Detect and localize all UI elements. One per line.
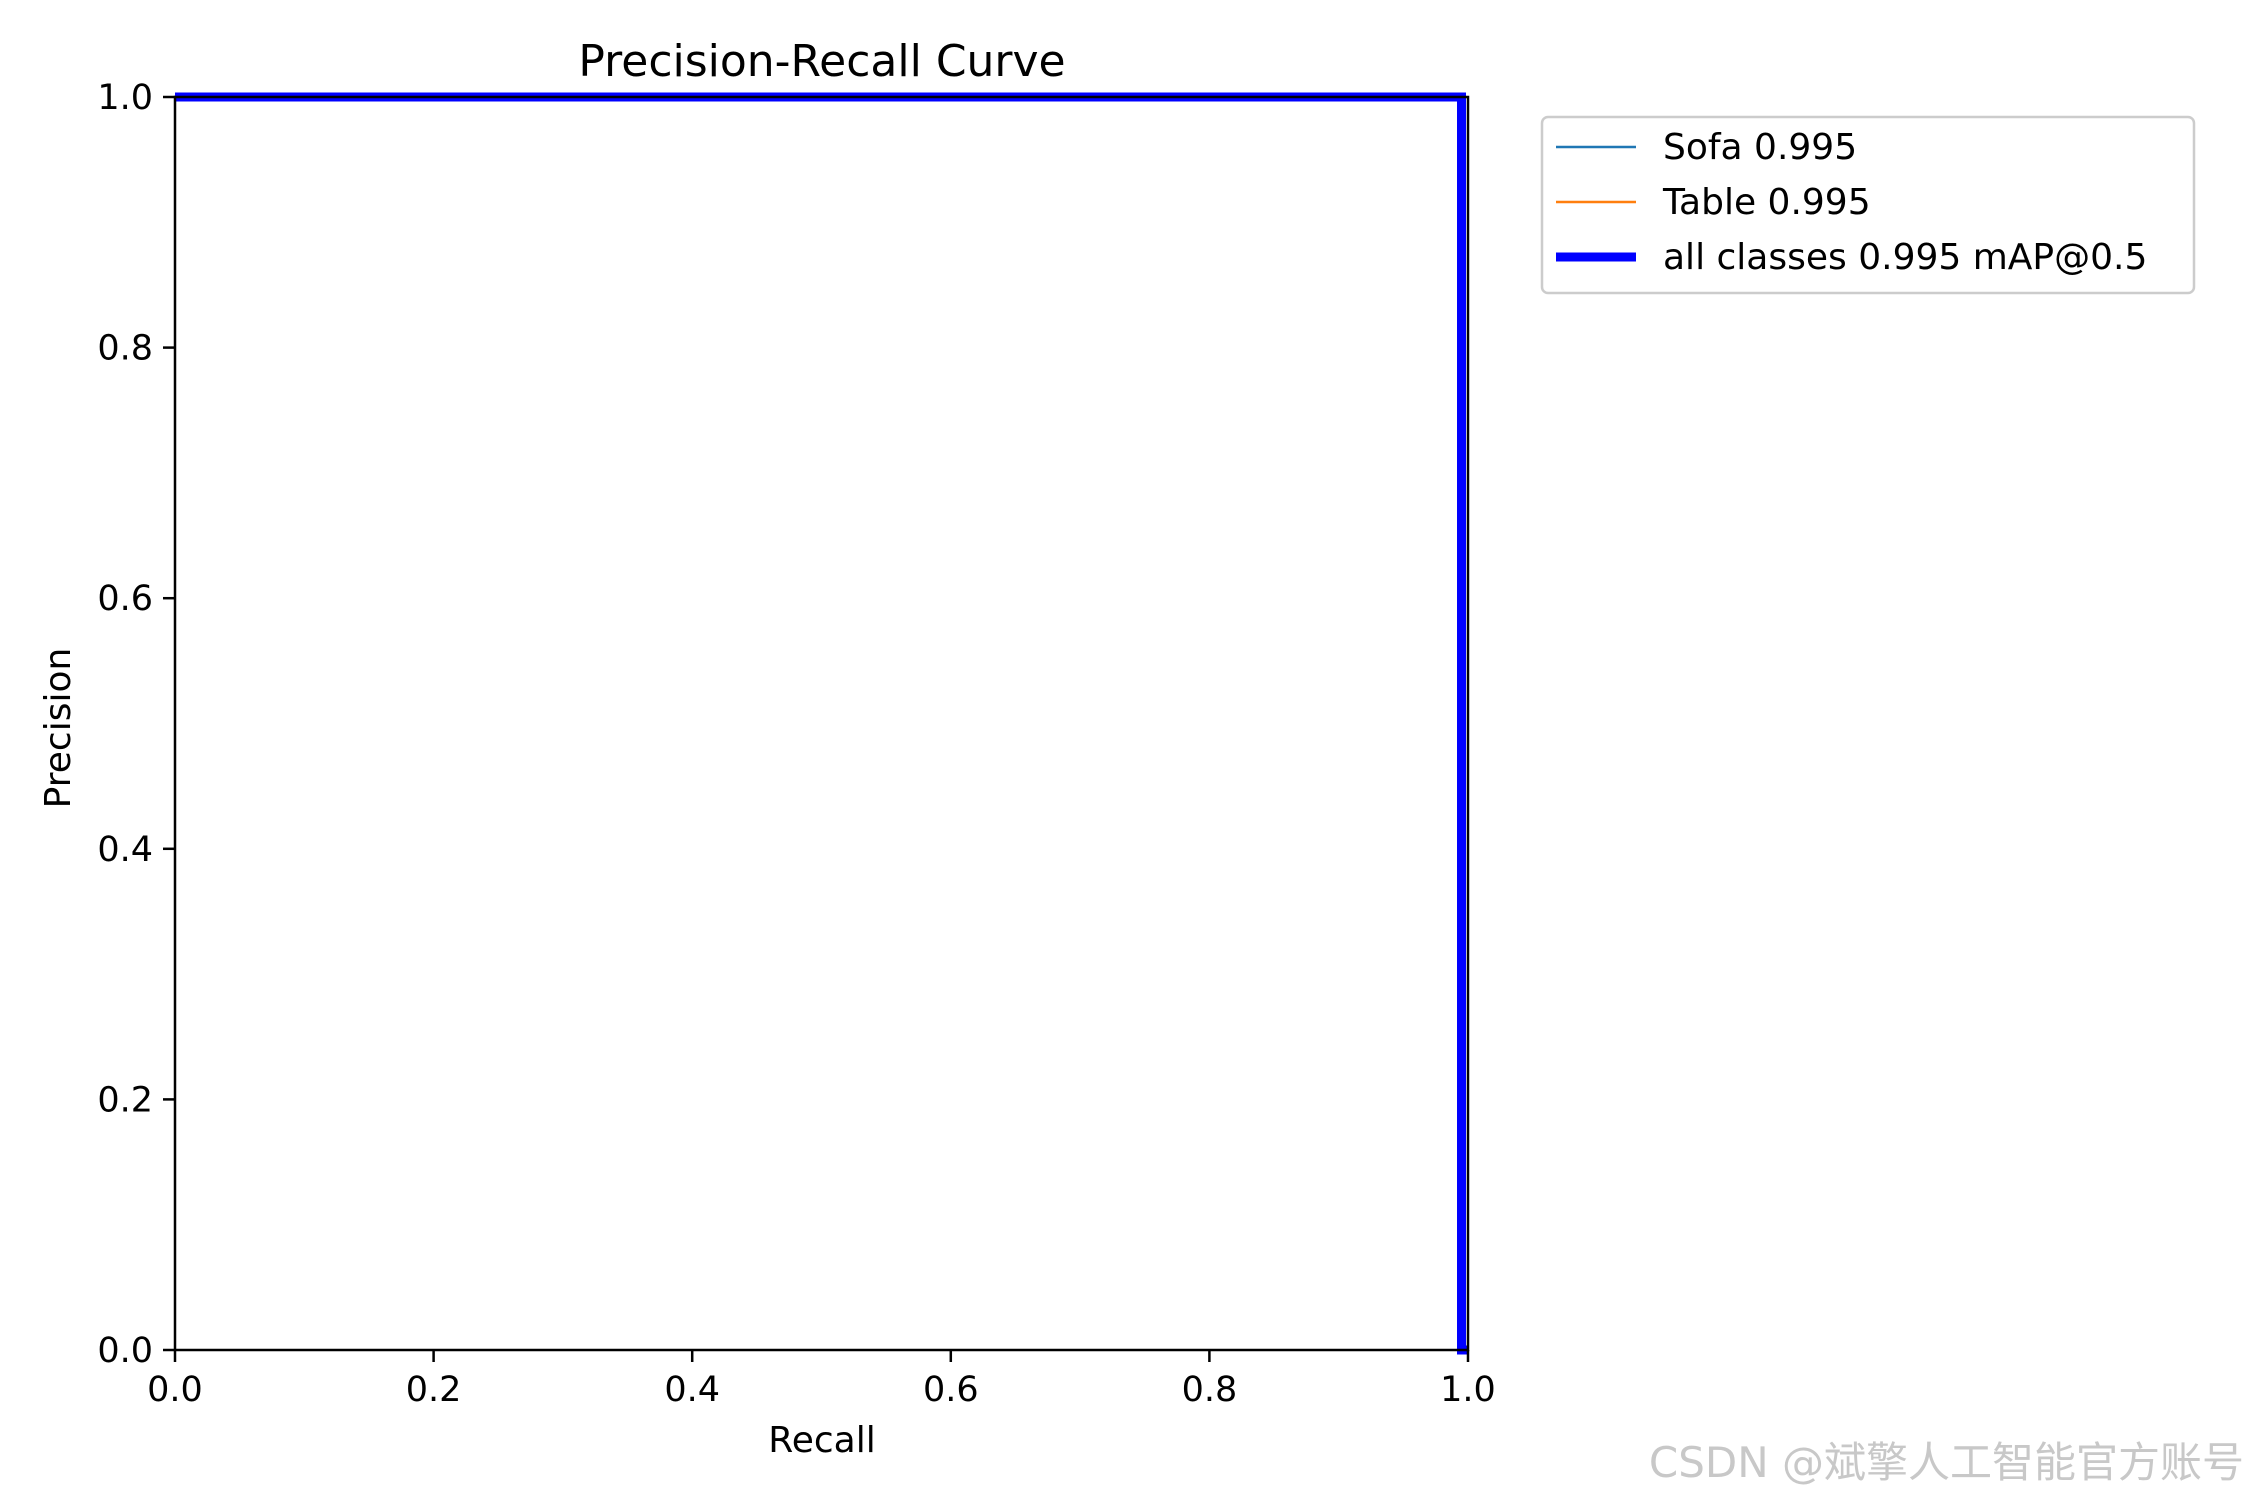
legend-label: Table 0.995 <box>1662 182 1871 223</box>
y-tick-label: 1.0 <box>97 78 153 118</box>
x-tick-label: 0.4 <box>664 1370 720 1410</box>
legend-label: all classes 0.995 mAP@0.5 <box>1663 237 2147 278</box>
series-line-0 <box>175 95 1468 1352</box>
series-line-1 <box>175 95 1468 1352</box>
y-tick-label: 0.2 <box>97 1080 153 1120</box>
x-tick-label: 0.2 <box>406 1370 462 1410</box>
x-tick-label: 1.0 <box>1440 1370 1496 1410</box>
x-tick-label: 0.6 <box>923 1370 979 1410</box>
plot-lines <box>175 92 1468 1355</box>
y-tick-label: 0.6 <box>97 579 153 619</box>
y-tick-label: 0.8 <box>97 329 153 369</box>
legend-box <box>1540 115 2196 295</box>
watermark: CSDN @斌擎人工智能官方账号 <box>1648 1438 2244 1487</box>
y-axis-ticks: 0.0 0.2 0.4 0.6 0.8 1.0 <box>97 78 175 1371</box>
x-tick-label: 0.0 <box>147 1370 203 1410</box>
x-axis-label: Recall <box>768 1420 875 1461</box>
y-tick-label: 0.4 <box>97 830 153 870</box>
legend: Sofa 0.995 Table 0.995 all classes 0.995 m… <box>1540 115 2196 295</box>
chart-title: Precision-Recall Curve <box>578 36 1065 87</box>
series-line-2 <box>175 92 1468 1355</box>
y-axis-label: Precision <box>38 648 79 809</box>
y-tick-label: 0.0 <box>97 1331 153 1371</box>
x-tick-label: 0.8 <box>1182 1370 1238 1410</box>
x-axis-ticks: 0.0 0.2 0.4 0.6 0.8 1.0 <box>147 1350 1496 1410</box>
plot-frame <box>173 95 1470 1352</box>
legend-label: Sofa 0.995 <box>1663 127 1857 168</box>
